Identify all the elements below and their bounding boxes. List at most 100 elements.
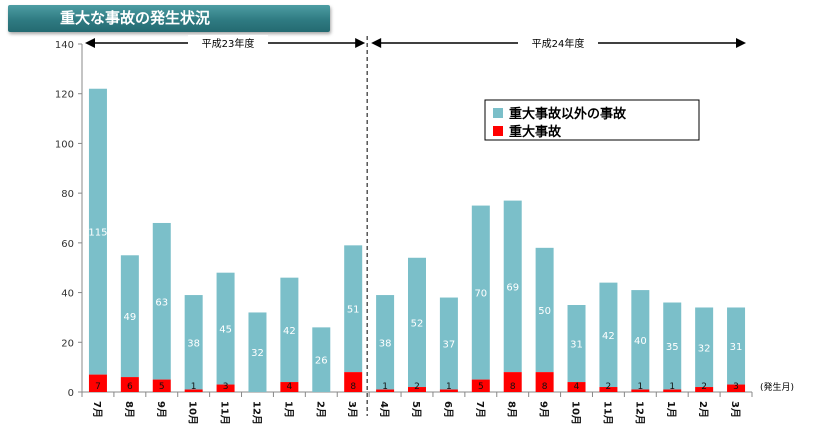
y-tick-label: 120 (55, 90, 74, 101)
data-label-serious-accident: 3 (733, 382, 739, 392)
bar-segment-other-accident (248, 312, 267, 392)
bar-segment-other-accident (408, 257, 426, 388)
data-label-serious-accident: 3 (223, 382, 229, 392)
legend-label: 重大事故以外の事故 (509, 106, 627, 122)
data-label-serious-accident: 2 (606, 382, 612, 392)
bar-segment-serious-accident (120, 377, 139, 392)
data-label-serious-accident: 8 (350, 382, 356, 392)
bar-segment-other-accident (88, 88, 107, 375)
legend-swatch (493, 126, 503, 136)
data-label-other-accident: 37 (443, 340, 456, 351)
x-tick-label: 2月 (697, 401, 709, 418)
data-label-other-accident: 49 (123, 312, 136, 323)
x-tick-label: 3月 (346, 401, 358, 418)
data-label-other-accident: 42 (283, 326, 296, 337)
bar-segment-serious-accident (152, 379, 171, 392)
y-tick-label: 60 (61, 239, 74, 250)
data-label-other-accident: 42 (602, 331, 615, 342)
bar-segment-other-accident (120, 255, 139, 378)
data-label-serious-accident: 8 (510, 382, 516, 392)
data-label-other-accident: 50 (538, 306, 551, 317)
data-label-other-accident: 40 (634, 336, 647, 347)
bar-segment-other-accident (663, 302, 682, 390)
bar-segment-serious-accident (503, 372, 522, 392)
bar-segment-other-accident (567, 305, 586, 383)
bar-segment-other-accident (184, 295, 203, 390)
bar-segment-other-accident (503, 200, 522, 373)
bar-segment-serious-accident (727, 384, 746, 392)
x-tick-label: 8月 (506, 401, 518, 418)
x-tick-label: 10月 (570, 401, 582, 425)
bar-segment-serious-accident (216, 384, 235, 392)
data-label-other-accident: 31 (570, 340, 583, 351)
period-arrow-h23-head-left (85, 38, 95, 48)
x-tick-label: 7月 (474, 401, 486, 418)
data-label-serious-accident: 4 (287, 382, 293, 392)
x-tick-label: 8月 (123, 401, 135, 418)
data-label-serious-accident: 5 (159, 382, 165, 392)
data-label-serious-accident: 2 (414, 382, 420, 392)
bar-segment-other-accident (376, 295, 395, 390)
x-tick-label: 1月 (282, 401, 294, 418)
bar-segment-other-accident (695, 307, 714, 388)
x-tick-label: 7月 (91, 401, 103, 418)
data-label-other-accident: 26 (315, 356, 328, 367)
x-tick-label: 12月 (633, 401, 645, 425)
data-label-other-accident: 52 (411, 318, 424, 329)
y-tick-label: 0 (68, 388, 74, 399)
data-label-other-accident: 35 (666, 342, 679, 353)
y-tick-label: 140 (55, 40, 74, 51)
bar-segment-serious-accident (184, 389, 203, 392)
data-label-other-accident: 115 (88, 228, 107, 239)
data-label-other-accident: 38 (187, 338, 200, 349)
data-label-serious-accident: 1 (446, 382, 452, 392)
data-label-serious-accident: 8 (542, 382, 548, 392)
period-arrow-h24-head-right (736, 38, 746, 48)
x-tick-label: 11月 (601, 401, 613, 425)
bar-segment-other-accident (312, 327, 331, 392)
y-tick-label: 40 (61, 289, 74, 300)
data-label-serious-accident: 5 (478, 382, 484, 392)
bar-segment-other-accident (535, 247, 554, 373)
y-tick-label: 80 (61, 189, 74, 200)
bar-segment-other-accident (599, 282, 618, 388)
data-label-other-accident: 45 (219, 325, 232, 336)
data-label-other-accident: 51 (347, 305, 360, 316)
x-tick-label: 2月 (314, 401, 326, 418)
data-label-serious-accident: 2 (701, 382, 707, 392)
data-label-serious-accident: 1 (669, 382, 675, 392)
x-tick-label: 1月 (665, 401, 677, 418)
legend-label: 重大事故 (509, 124, 562, 140)
bar-segment-other-accident (216, 272, 235, 385)
data-label-other-accident: 38 (379, 338, 392, 349)
period-arrow-h23-head-right (355, 38, 366, 48)
period-label-h23: 平成23年度 (202, 37, 255, 50)
x-axis-label: (発生月) (760, 381, 794, 393)
bar-segment-other-accident (631, 290, 650, 390)
legend-swatch (493, 108, 503, 118)
x-tick-label: 9月 (155, 401, 167, 418)
data-label-serious-accident: 7 (95, 382, 101, 392)
bar-segment-serious-accident (663, 389, 682, 392)
data-label-serious-accident: 4 (574, 382, 580, 392)
page-title: 重大な事故の発生状況 (8, 5, 330, 32)
data-label-other-accident: 70 (474, 289, 487, 300)
bar-segment-other-accident (152, 222, 171, 380)
period-label-h24-bg (518, 35, 598, 49)
period-arrow-h24-head-left (371, 38, 382, 48)
y-tick-label: 100 (55, 139, 74, 150)
bar-segment-serious-accident (280, 382, 299, 392)
data-label-serious-accident: 1 (191, 382, 197, 392)
bar-segment-serious-accident (567, 382, 586, 392)
x-tick-label: 6月 (442, 401, 454, 418)
bar-segment-other-accident (344, 245, 363, 373)
bar-segment-other-accident (727, 307, 746, 385)
data-label-serious-accident: 6 (127, 382, 133, 392)
x-tick-label: 11月 (219, 401, 231, 425)
bar-segment-other-accident (439, 297, 458, 390)
period-label-h24: 平成24年度 (532, 37, 585, 50)
x-tick-label: 3月 (729, 401, 741, 418)
bar-segment-serious-accident (439, 389, 458, 392)
x-tick-label: 4月 (378, 401, 390, 418)
